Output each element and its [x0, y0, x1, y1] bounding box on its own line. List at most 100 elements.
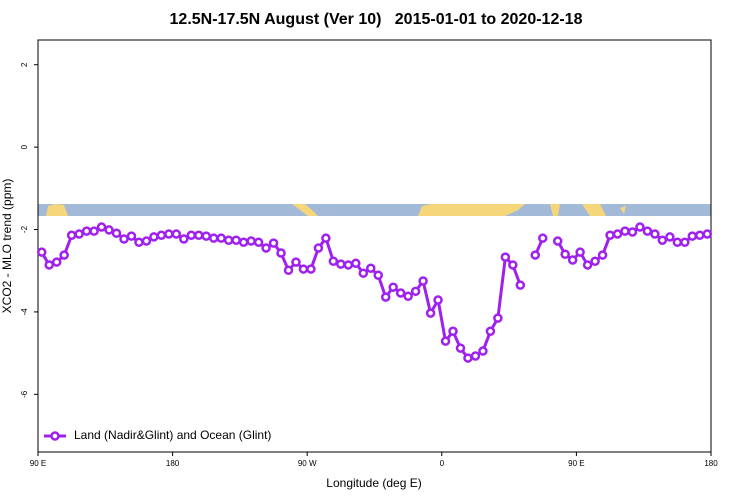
data-point	[470, 351, 481, 361]
data-point	[268, 238, 279, 248]
data-point	[111, 228, 122, 238]
land	[418, 204, 525, 216]
y-tick-label: 2	[20, 62, 29, 67]
data-point	[560, 249, 570, 259]
data-point	[395, 288, 406, 298]
data-point	[650, 229, 660, 239]
data-point	[306, 264, 316, 274]
data-point	[575, 247, 585, 257]
data-point	[149, 232, 159, 242]
y-tick-label: -4	[20, 308, 29, 316]
data-point	[380, 292, 391, 302]
data-point	[620, 226, 630, 236]
data-point	[642, 226, 653, 236]
data-point	[605, 230, 615, 241]
data-point	[238, 237, 249, 248]
data-point	[119, 234, 129, 244]
data-point	[298, 264, 309, 274]
data-point	[321, 233, 331, 243]
data-point	[59, 250, 69, 260]
x-tick-label: 180	[166, 459, 180, 468]
data-point	[448, 326, 458, 337]
data-point	[358, 268, 369, 278]
data-point	[508, 260, 518, 270]
data-point	[216, 233, 226, 243]
plot-frame	[37, 39, 712, 453]
x-tick-label: 90 E	[30, 459, 46, 468]
data-point	[343, 260, 354, 270]
data-point	[208, 233, 219, 243]
data-point	[425, 308, 436, 318]
data-point	[403, 291, 413, 302]
data-point	[231, 235, 241, 245]
data-point	[680, 237, 690, 248]
data-point	[373, 270, 383, 281]
series-line	[40, 225, 708, 360]
data-point	[530, 250, 541, 260]
data-point	[493, 313, 503, 323]
y-tick-label: 0	[20, 144, 29, 149]
data-point	[665, 232, 675, 242]
chart-title: 12.5N-17.5N August (Ver 10) 2015-01-01 t…	[170, 11, 583, 28]
data-point	[635, 222, 645, 232]
data-point	[291, 257, 301, 267]
y-tick-label: -2	[20, 225, 29, 233]
data-point	[44, 260, 54, 270]
ocean-strip	[38, 204, 711, 216]
x-tick-label: 0	[440, 459, 445, 468]
data-point	[582, 260, 593, 270]
data-point	[478, 346, 488, 356]
legend-swatch-marker	[50, 431, 60, 441]
data-point	[552, 236, 563, 246]
data-point	[194, 230, 204, 241]
data-point	[440, 336, 451, 346]
data-point	[366, 263, 376, 273]
data-point	[223, 235, 234, 245]
land	[550, 204, 560, 216]
x-tick-label: 180	[704, 459, 718, 468]
data-point	[597, 250, 608, 260]
data-point	[126, 231, 137, 241]
data-point	[538, 233, 548, 243]
data-point	[687, 231, 698, 241]
data-point	[612, 229, 623, 239]
data-point	[66, 230, 77, 241]
x-tick-label: 90 E	[568, 459, 584, 468]
data-point	[328, 256, 339, 266]
y-axis-title: XCO2 - MLO trend (ppm)	[0, 179, 14, 314]
map-strip	[38, 204, 711, 216]
data-point	[336, 259, 346, 269]
data-point	[283, 265, 294, 276]
data-point	[164, 229, 174, 239]
data-point	[156, 230, 167, 241]
data-point	[74, 229, 84, 239]
data-point	[186, 230, 197, 241]
data-point	[433, 295, 443, 305]
data-point	[485, 326, 496, 337]
data-point	[590, 256, 600, 266]
land	[292, 204, 318, 216]
data-point	[695, 230, 705, 241]
data-point	[455, 343, 466, 353]
data-point	[567, 255, 578, 265]
data-point	[104, 225, 114, 235]
land	[620, 206, 626, 214]
data-point	[351, 258, 361, 269]
data-point	[313, 243, 324, 253]
data-point	[51, 257, 62, 267]
data-point	[36, 247, 47, 257]
data-point	[89, 226, 99, 236]
data-point	[388, 282, 398, 292]
data-point	[96, 222, 107, 232]
legend-label: Land (Nadir&Glint) and Ocean (Glint)	[74, 428, 271, 442]
data-point	[418, 276, 428, 286]
data-point	[657, 235, 668, 245]
data-point	[81, 226, 92, 236]
y-tick-label: -6	[20, 390, 29, 398]
data-point	[276, 248, 286, 258]
x-tick-label: 90 W	[298, 459, 317, 468]
data-point	[672, 237, 683, 248]
data-point	[141, 236, 152, 246]
data-point	[201, 231, 211, 241]
